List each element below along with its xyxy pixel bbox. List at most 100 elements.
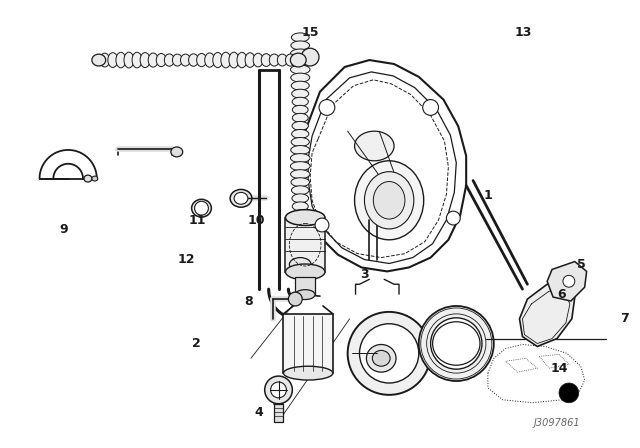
Circle shape (289, 292, 302, 306)
Ellipse shape (292, 97, 308, 106)
Ellipse shape (367, 345, 396, 372)
Ellipse shape (237, 52, 247, 68)
Circle shape (348, 312, 431, 395)
Ellipse shape (92, 54, 106, 66)
Ellipse shape (289, 258, 311, 271)
Ellipse shape (148, 53, 158, 67)
Ellipse shape (373, 181, 405, 219)
Ellipse shape (291, 242, 310, 251)
Ellipse shape (292, 202, 308, 211)
Ellipse shape (292, 121, 308, 130)
Ellipse shape (292, 226, 308, 235)
Ellipse shape (291, 170, 310, 179)
Text: 1: 1 (483, 189, 492, 202)
Ellipse shape (355, 161, 424, 240)
Ellipse shape (84, 175, 92, 182)
Ellipse shape (364, 172, 414, 229)
Ellipse shape (230, 190, 252, 207)
Circle shape (271, 382, 287, 398)
Ellipse shape (191, 199, 211, 217)
Polygon shape (308, 72, 456, 263)
Ellipse shape (284, 366, 333, 380)
Ellipse shape (291, 33, 309, 42)
Ellipse shape (140, 52, 150, 68)
Ellipse shape (189, 54, 198, 66)
Ellipse shape (100, 53, 109, 67)
Ellipse shape (205, 53, 214, 67)
Text: 6: 6 (557, 288, 566, 301)
Text: 3: 3 (360, 268, 369, 281)
Text: 13: 13 (515, 26, 532, 39)
Bar (273, 404, 284, 422)
Text: J3097861: J3097861 (534, 418, 580, 427)
Ellipse shape (285, 54, 295, 66)
Ellipse shape (292, 129, 309, 138)
Polygon shape (547, 262, 587, 301)
Text: 14: 14 (550, 362, 568, 375)
Text: 8: 8 (244, 294, 253, 307)
Ellipse shape (292, 194, 308, 203)
Ellipse shape (291, 186, 309, 195)
Ellipse shape (269, 54, 279, 66)
Circle shape (195, 201, 209, 215)
Ellipse shape (291, 162, 310, 171)
Ellipse shape (355, 131, 394, 161)
Text: 2: 2 (192, 337, 201, 350)
Ellipse shape (180, 54, 190, 66)
Ellipse shape (92, 176, 98, 181)
Ellipse shape (285, 210, 325, 225)
Ellipse shape (221, 52, 231, 68)
Ellipse shape (291, 57, 310, 66)
Ellipse shape (291, 250, 310, 259)
Ellipse shape (171, 147, 183, 157)
Circle shape (422, 99, 438, 116)
Polygon shape (520, 284, 575, 346)
Bar (285, 218, 325, 272)
Circle shape (563, 276, 575, 287)
Ellipse shape (292, 210, 308, 219)
Ellipse shape (292, 113, 308, 122)
Text: 9: 9 (59, 224, 68, 237)
Ellipse shape (292, 218, 308, 227)
Text: 10: 10 (248, 214, 266, 227)
Ellipse shape (234, 192, 248, 204)
Circle shape (419, 306, 494, 381)
Ellipse shape (116, 52, 126, 68)
Ellipse shape (156, 53, 166, 67)
Ellipse shape (372, 350, 390, 366)
Ellipse shape (291, 178, 310, 187)
Text: 12: 12 (178, 253, 195, 266)
Ellipse shape (277, 54, 287, 66)
Ellipse shape (132, 52, 142, 68)
Ellipse shape (292, 89, 308, 98)
Circle shape (431, 318, 482, 369)
Bar (284, 314, 333, 373)
Ellipse shape (291, 73, 310, 82)
Ellipse shape (291, 154, 310, 163)
Bar (295, 277, 315, 295)
Circle shape (447, 211, 460, 225)
Ellipse shape (261, 54, 271, 66)
Ellipse shape (108, 53, 118, 68)
Ellipse shape (291, 41, 310, 50)
Circle shape (265, 376, 292, 404)
Ellipse shape (172, 54, 182, 66)
Ellipse shape (285, 264, 325, 280)
Text: 11: 11 (189, 214, 206, 227)
Circle shape (315, 218, 329, 232)
Ellipse shape (164, 54, 174, 66)
Polygon shape (302, 60, 466, 271)
Ellipse shape (292, 105, 308, 114)
Ellipse shape (291, 138, 309, 146)
Text: 4: 4 (254, 406, 263, 419)
Ellipse shape (291, 146, 310, 155)
Ellipse shape (253, 53, 263, 67)
Ellipse shape (291, 65, 310, 74)
Text: 7: 7 (620, 312, 628, 325)
Circle shape (559, 383, 579, 403)
Ellipse shape (291, 81, 309, 90)
Ellipse shape (291, 49, 310, 58)
Ellipse shape (124, 52, 134, 68)
Circle shape (301, 48, 319, 66)
Ellipse shape (229, 52, 239, 68)
